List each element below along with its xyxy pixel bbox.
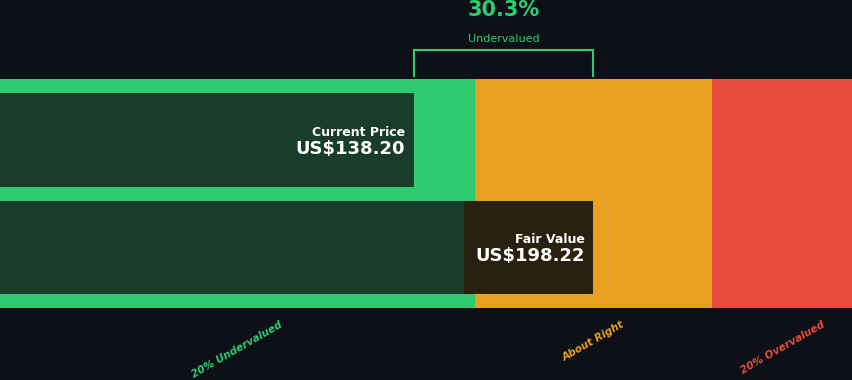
FancyBboxPatch shape xyxy=(474,93,711,187)
Text: 20% Undervalued: 20% Undervalued xyxy=(190,320,284,380)
FancyBboxPatch shape xyxy=(711,201,852,294)
Text: US$138.20: US$138.20 xyxy=(296,140,405,158)
FancyBboxPatch shape xyxy=(0,201,474,294)
Text: Fair Value: Fair Value xyxy=(515,233,584,247)
FancyBboxPatch shape xyxy=(711,187,852,201)
Text: 20% Overvalued: 20% Overvalued xyxy=(738,320,826,376)
Text: Current Price: Current Price xyxy=(312,126,405,139)
FancyBboxPatch shape xyxy=(0,79,474,93)
FancyBboxPatch shape xyxy=(463,201,593,294)
FancyBboxPatch shape xyxy=(0,93,474,187)
FancyBboxPatch shape xyxy=(0,93,413,187)
Text: Undervalued: Undervalued xyxy=(467,34,538,44)
FancyBboxPatch shape xyxy=(711,294,852,308)
FancyBboxPatch shape xyxy=(711,79,852,93)
FancyBboxPatch shape xyxy=(0,201,593,294)
Text: US$198.22: US$198.22 xyxy=(475,247,584,265)
FancyBboxPatch shape xyxy=(474,201,711,294)
FancyBboxPatch shape xyxy=(711,93,852,187)
FancyBboxPatch shape xyxy=(474,187,711,201)
FancyBboxPatch shape xyxy=(474,294,711,308)
Text: About Right: About Right xyxy=(560,320,625,363)
FancyBboxPatch shape xyxy=(0,294,474,308)
FancyBboxPatch shape xyxy=(474,79,711,93)
FancyBboxPatch shape xyxy=(0,187,474,201)
Text: 30.3%: 30.3% xyxy=(467,0,539,20)
